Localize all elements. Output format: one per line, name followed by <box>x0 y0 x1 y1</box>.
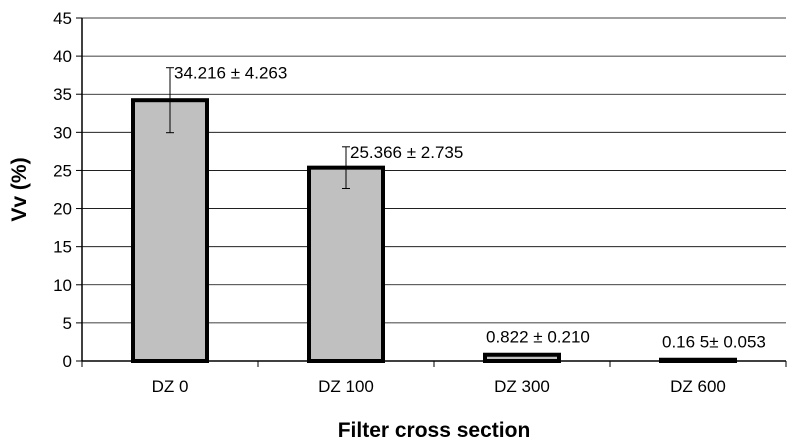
y-tick-label: 35 <box>53 85 72 104</box>
y-axis-title: Vv (%) <box>8 157 31 221</box>
y-tick-label: 10 <box>53 276 72 295</box>
y-axis-ticks: 0 5 10 15 20 25 30 35 40 45 <box>53 9 82 371</box>
x-axis-ticks: DZ 0 DZ 100 DZ 300 DZ 600 <box>81 361 787 396</box>
y-tick-label: 20 <box>53 200 72 219</box>
data-label: 0.822 ± 0.210 <box>486 328 590 347</box>
x-axis-title: Filter cross section <box>338 419 531 442</box>
x-tick-label: DZ 600 <box>670 377 726 396</box>
bars <box>131 98 737 364</box>
data-label: 25.366 ± 2.735 <box>350 143 463 162</box>
data-label: 0.16 5± 0.053 <box>662 333 766 352</box>
x-tick-label: DZ 300 <box>494 377 550 396</box>
error-bars <box>166 67 350 190</box>
y-tick-label: 40 <box>53 47 72 66</box>
bar <box>483 352 561 363</box>
y-tick-label: 0 <box>63 352 72 371</box>
x-tick-label: DZ 0 <box>152 377 189 396</box>
y-tick-label: 45 <box>53 9 72 28</box>
bar <box>307 165 385 363</box>
data-label: 34.216 ± 4.263 <box>174 64 287 83</box>
x-tick-label: DZ 100 <box>318 377 374 396</box>
data-labels: 34.216 ± 4.263 25.366 ± 2.735 0.822 ± 0.21… <box>174 64 766 352</box>
y-tick-label: 25 <box>53 161 72 180</box>
bar <box>131 98 209 363</box>
y-tick-label: 15 <box>53 238 72 257</box>
y-tick-label: 5 <box>63 314 72 333</box>
y-tick-label: 30 <box>53 123 72 142</box>
